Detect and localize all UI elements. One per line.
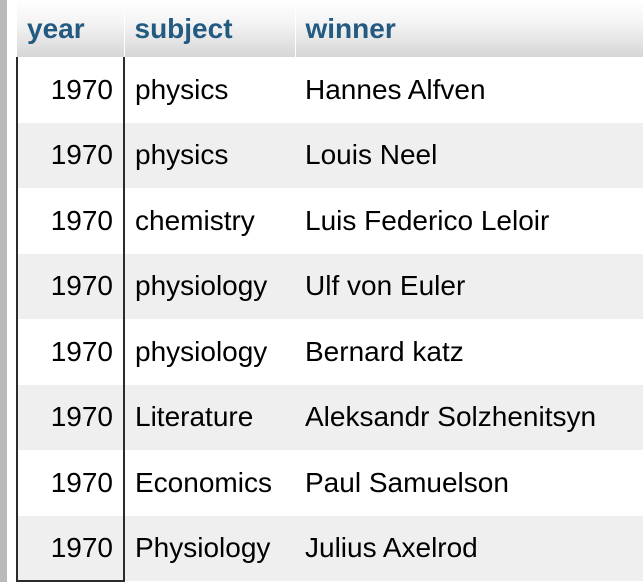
- cell-subject[interactable]: physics: [124, 122, 295, 188]
- cell-year[interactable]: 1970: [16, 57, 125, 123]
- cell-year[interactable]: 1970: [16, 450, 125, 516]
- table-row[interactable]: 1970 physics Hannes Alfven: [16, 57, 643, 123]
- table-row[interactable]: 1970 chemistry Luis Federico Leloir: [16, 188, 643, 254]
- cell-winner[interactable]: Paul Samuelson: [295, 450, 643, 516]
- table-row[interactable]: 1970 physics Louis Neel: [16, 122, 643, 188]
- cell-year[interactable]: 1970: [16, 188, 125, 254]
- table-row[interactable]: 1970 Literature Aleksandr Solzhenitsyn: [16, 384, 643, 450]
- table-row[interactable]: 1970 Economics Paul Samuelson: [16, 450, 643, 516]
- cell-year[interactable]: 1970: [16, 253, 125, 319]
- cell-winner[interactable]: Ulf von Euler: [295, 253, 643, 319]
- left-scroll-edge: [0, 0, 7, 582]
- table-row[interactable]: 1970 physiology Bernard katz: [16, 319, 643, 385]
- cell-subject[interactable]: Literature: [124, 384, 295, 450]
- cell-winner[interactable]: Bernard katz: [295, 319, 643, 385]
- cell-subject[interactable]: Physiology: [124, 515, 295, 581]
- cell-subject[interactable]: physiology: [124, 319, 295, 385]
- cell-year[interactable]: 1970: [16, 384, 125, 450]
- cell-year[interactable]: 1970: [16, 122, 125, 188]
- cell-winner[interactable]: Hannes Alfven: [295, 57, 643, 123]
- cell-subject[interactable]: physiology: [124, 253, 295, 319]
- cell-subject[interactable]: physics: [124, 57, 295, 123]
- cell-winner[interactable]: Julius Axelrod: [295, 515, 643, 581]
- cell-winner[interactable]: Luis Federico Leloir: [295, 188, 643, 254]
- table-row[interactable]: 1970 Physiology Julius Axelrod: [16, 515, 643, 582]
- cell-subject[interactable]: Economics: [124, 450, 295, 516]
- column-header-winner[interactable]: winner: [295, 0, 643, 57]
- column-header-subject[interactable]: subject: [124, 0, 296, 57]
- cell-subject[interactable]: chemistry: [124, 188, 295, 254]
- cell-winner[interactable]: Louis Neel: [295, 122, 643, 188]
- cell-winner[interactable]: Aleksandr Solzhenitsyn: [295, 384, 643, 450]
- header-row: year subject winner: [17, 0, 643, 57]
- results-table: year subject winner 1970 physics Hannes …: [16, 0, 643, 582]
- cell-year[interactable]: 1970: [16, 319, 125, 385]
- table-row[interactable]: 1970 physiology Ulf von Euler: [16, 253, 643, 319]
- column-header-year[interactable]: year: [17, 0, 125, 57]
- cell-year[interactable]: 1970: [16, 515, 125, 582]
